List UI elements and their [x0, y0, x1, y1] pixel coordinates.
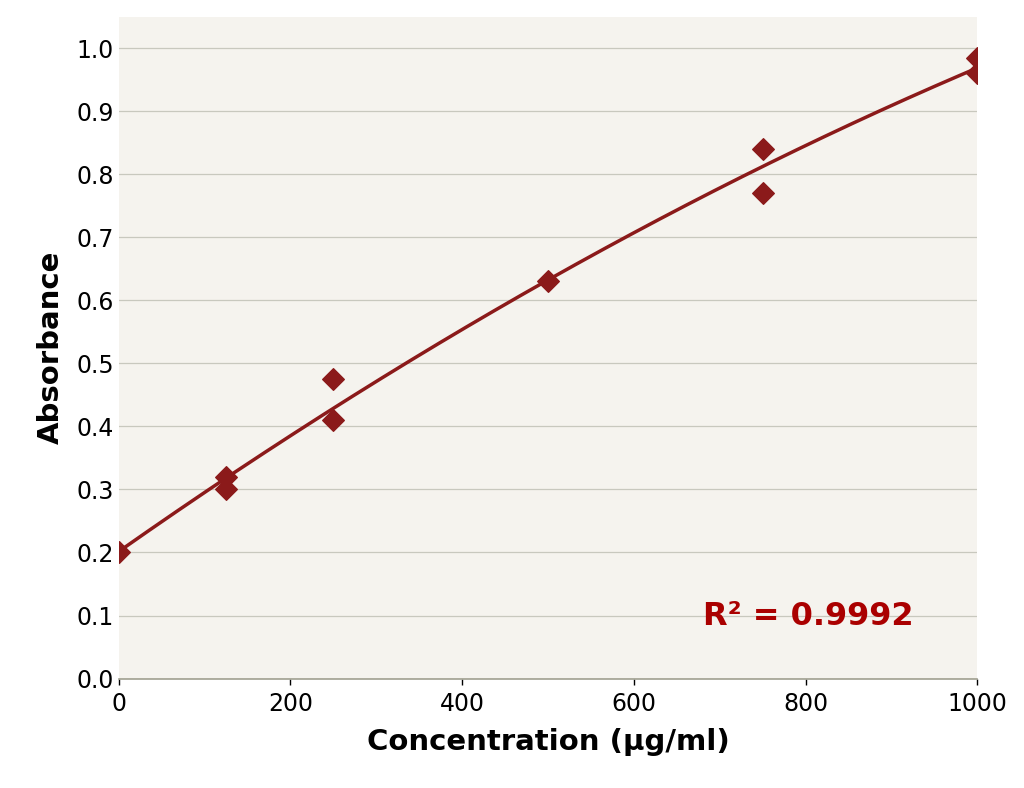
Point: [111, 546, 127, 559]
Point: [540, 275, 556, 288]
Point: [326, 414, 342, 426]
Point: [218, 483, 234, 496]
Text: R² = 0.9992: R² = 0.9992: [702, 601, 913, 632]
Point: [969, 51, 985, 64]
Point: [326, 373, 342, 385]
X-axis label: Concentration (μg/ml): Concentration (μg/ml): [367, 727, 729, 756]
Y-axis label: Absorbance: Absorbance: [37, 251, 66, 444]
Point: [755, 143, 771, 155]
Point: [755, 187, 771, 199]
Point: [218, 470, 234, 483]
Point: [969, 67, 985, 80]
